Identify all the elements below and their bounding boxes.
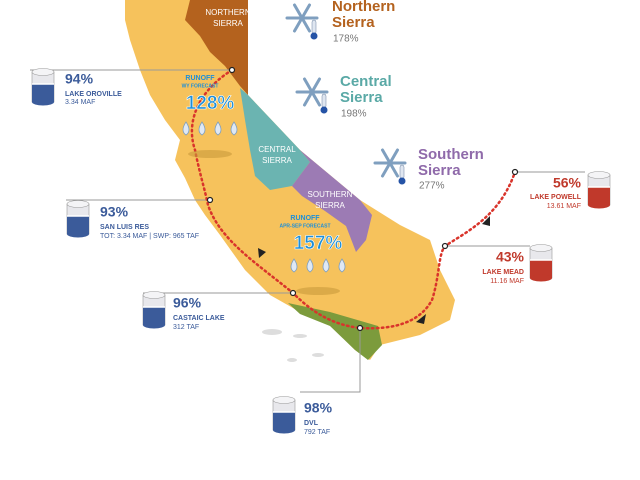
cylinder-base [273, 426, 295, 434]
thermometer [399, 164, 405, 180]
rain-icon [290, 258, 346, 295]
snow-index: 198% [341, 109, 367, 120]
snowflake-arm [293, 3, 311, 33]
leader-lines [30, 69, 585, 393]
raindrop [306, 258, 314, 273]
snow-region: Central [340, 73, 392, 90]
cylinder-base [588, 201, 610, 209]
reservoir-detail: 11.16 MAF [490, 278, 524, 285]
reservoir-icon [529, 244, 553, 282]
reservoir-detail: 13.61 MAF [547, 203, 581, 210]
map-label: SIERRA [315, 201, 345, 210]
southern-sierra-region [292, 150, 372, 252]
raindrop [338, 258, 346, 273]
reservoir-icon [272, 396, 296, 434]
reservoir-name: LAKE OROVILLE [65, 91, 122, 98]
reservoir-icon [31, 68, 55, 106]
snowflake-icon [295, 77, 329, 114]
route-arrows [258, 216, 490, 324]
snowflake-arm [303, 77, 321, 107]
reservoir-name: LAKE POWELL [530, 194, 582, 201]
raindrop [198, 121, 206, 136]
cylinder-water [67, 216, 89, 234]
cylinder-water [32, 84, 54, 102]
reservoir-icon [66, 200, 90, 238]
snow-index: 277% [419, 181, 445, 192]
snowflake-arm [381, 148, 399, 178]
reservoir-name: DVL [304, 420, 319, 427]
snow-region: Northern [332, 0, 395, 15]
runoff-label: RUNOFF [290, 215, 320, 222]
shadow [296, 287, 340, 295]
reservoir-percent: 96% [173, 295, 202, 311]
raindrop [322, 258, 330, 273]
snow-region: Southern [418, 146, 484, 163]
reservoir-detail: 3.34 MAF [65, 99, 95, 106]
runoff-value: 128% [186, 93, 235, 114]
map-label: SIERRA [213, 19, 243, 28]
thermometer-bulb [310, 32, 318, 40]
rain-icon [182, 121, 238, 158]
cylinder-base [32, 98, 54, 106]
reservoir-percent: 94% [65, 71, 94, 87]
cylinder-base [143, 321, 165, 329]
south-coast-region [288, 303, 382, 360]
runoff-value: 157% [294, 233, 343, 254]
cylinder-top [31, 68, 55, 76]
islands [262, 329, 324, 362]
raindrop [230, 121, 238, 136]
cylinder-base [67, 230, 89, 238]
reservoir-name: LAKE MEAD [482, 269, 524, 276]
reservoir-name: SAN LUIS RES [100, 224, 149, 231]
map-label: CENTRAL [258, 145, 296, 154]
thermometer [321, 93, 327, 109]
map-label: SIERRA [262, 156, 292, 165]
cylinder-top [529, 244, 553, 252]
reservoir-percent: 93% [100, 204, 129, 220]
reservoir-detail: 792 TAF [304, 429, 330, 436]
reservoir-percent: 98% [304, 400, 333, 416]
raindrop [182, 121, 190, 136]
reservoir-percent: 43% [496, 249, 525, 265]
cylinder-water [273, 412, 295, 430]
cylinder-water [143, 307, 165, 325]
cylinder-water [530, 260, 552, 278]
shadow [188, 150, 232, 158]
runoff-label: RUNOFF [185, 75, 215, 82]
runoff-sub: APR-SEP FORECAST [279, 223, 330, 229]
icons [31, 3, 611, 434]
snowflake-icon [285, 3, 319, 40]
cylinder-top [66, 200, 90, 208]
reservoir-icon [587, 171, 611, 209]
reservoir-name: CASTAIC LAKE [173, 315, 225, 322]
snow-index: 178% [333, 34, 359, 45]
reservoir-icon [142, 291, 166, 329]
map-label: SOUTHERN [308, 190, 353, 199]
thermometer-bulb [398, 177, 406, 185]
map-label: NORTHERN [205, 8, 250, 17]
snow-region: Sierra [332, 14, 375, 31]
reservoir-detail: TOT: 3.34 MAF | SWP: 965 TAF [100, 233, 199, 240]
raindrop [290, 258, 298, 273]
central-sierra-region [240, 88, 310, 190]
cylinder-top [142, 291, 166, 299]
reservoir-percent: 56% [553, 175, 582, 191]
cylinder-water [588, 187, 610, 205]
reservoir-detail: 312 TAF [173, 324, 199, 331]
route-nodes [206, 66, 519, 332]
cylinder-top [587, 171, 611, 179]
snow-region: Sierra [418, 162, 461, 179]
raindrop [214, 121, 222, 136]
snowflake-icon [373, 148, 407, 185]
thermometer-bulb [320, 106, 328, 114]
runoff-sub: WY FORECAST [182, 83, 219, 89]
thermometer [311, 19, 317, 35]
cylinder-base [530, 274, 552, 282]
cylinder-top [272, 396, 296, 404]
snow-region: Sierra [340, 89, 383, 106]
